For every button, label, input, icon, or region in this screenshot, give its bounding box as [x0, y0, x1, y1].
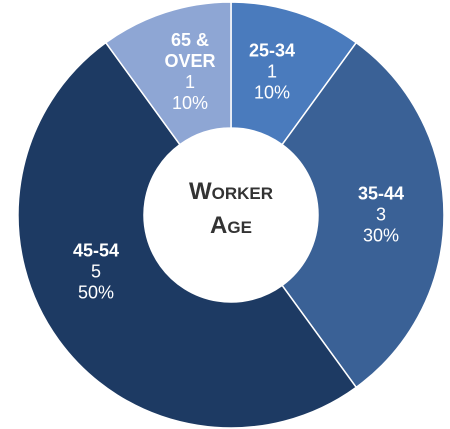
value-label: 5 [90, 261, 101, 282]
percent-label: 50% [77, 282, 115, 303]
slice-label: 35-44 3 30% [351, 184, 411, 247]
chart-title: Worker Age [188, 178, 274, 239]
category-label: 65 & OVER [164, 30, 216, 71]
value-label: 3 [375, 204, 386, 225]
slice-label: 65 & OVER 1 10% [160, 30, 220, 114]
slice [104, 1, 232, 146]
donut-hole [145, 129, 317, 301]
category-label: 45-54 [72, 240, 120, 261]
slice [17, 41, 358, 429]
category-label: 25-34 [248, 40, 296, 61]
slice [281, 41, 445, 389]
percent-label: 10% [253, 82, 291, 103]
percent-label: 10% [171, 93, 209, 113]
category-label: 35-44 [357, 183, 405, 204]
value-label: 1 [266, 61, 277, 82]
slice-label: 25-34 1 10% [242, 41, 302, 104]
percent-label: 30% [362, 225, 400, 246]
value-label: 1 [184, 72, 195, 92]
slice-label: 45-54 5 50% [66, 241, 126, 304]
